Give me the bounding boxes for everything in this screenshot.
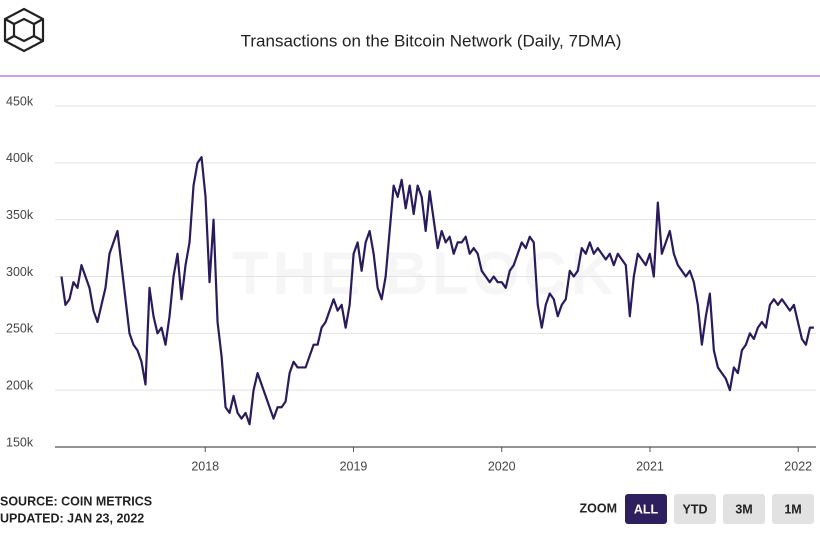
zoom-button-bg[interactable] [625, 494, 667, 524]
x-tick-label: 2020 [488, 459, 516, 473]
data-line [60, 156, 814, 426]
zoom-button-label[interactable]: 1M [784, 502, 801, 516]
zoom-button[interactable]: YTD [674, 494, 716, 524]
x-tick-label: 2018 [191, 459, 219, 473]
zoom-button-bg[interactable] [723, 494, 765, 524]
updated-note: UPDATED: JAN 23, 2022 [0, 511, 144, 525]
zoom-label: ZOOM [580, 501, 618, 515]
x-tick-label: 2019 [340, 459, 368, 473]
y-tick-label: 400k [6, 151, 34, 165]
y-tick-label: 300k [6, 265, 34, 279]
zoom-button[interactable]: 1M [772, 494, 814, 524]
x-tick-label: 2022 [784, 459, 812, 473]
source-note: SOURCE: COIN METRICS [0, 494, 152, 508]
y-tick-label: 250k [6, 322, 34, 336]
watermark: THE BLOCK [232, 240, 618, 307]
x-tick-label: 2021 [636, 459, 664, 473]
logo [3, 7, 45, 53]
zoom-button-bg[interactable] [674, 494, 716, 524]
zoom-buttons: ALL YTD 3M 1M [625, 494, 814, 524]
chart-title: Transactions on the Bitcoin Network (Dai… [241, 31, 622, 50]
y-tick-label: 200k [6, 378, 34, 392]
zoom-button-bg[interactable] [772, 494, 814, 524]
zoom-button[interactable]: 3M [723, 494, 765, 524]
zoom-button-label[interactable]: ALL [634, 502, 659, 516]
y-tick-label: 350k [6, 208, 34, 222]
zoom-button-label[interactable]: YTD [683, 502, 708, 516]
zoom-button-label[interactable]: 3M [735, 502, 752, 516]
zoom-button[interactable]: ALL [625, 494, 667, 524]
y-tick-label: 150k [6, 435, 34, 449]
y-tick-label: 450k [6, 94, 34, 108]
